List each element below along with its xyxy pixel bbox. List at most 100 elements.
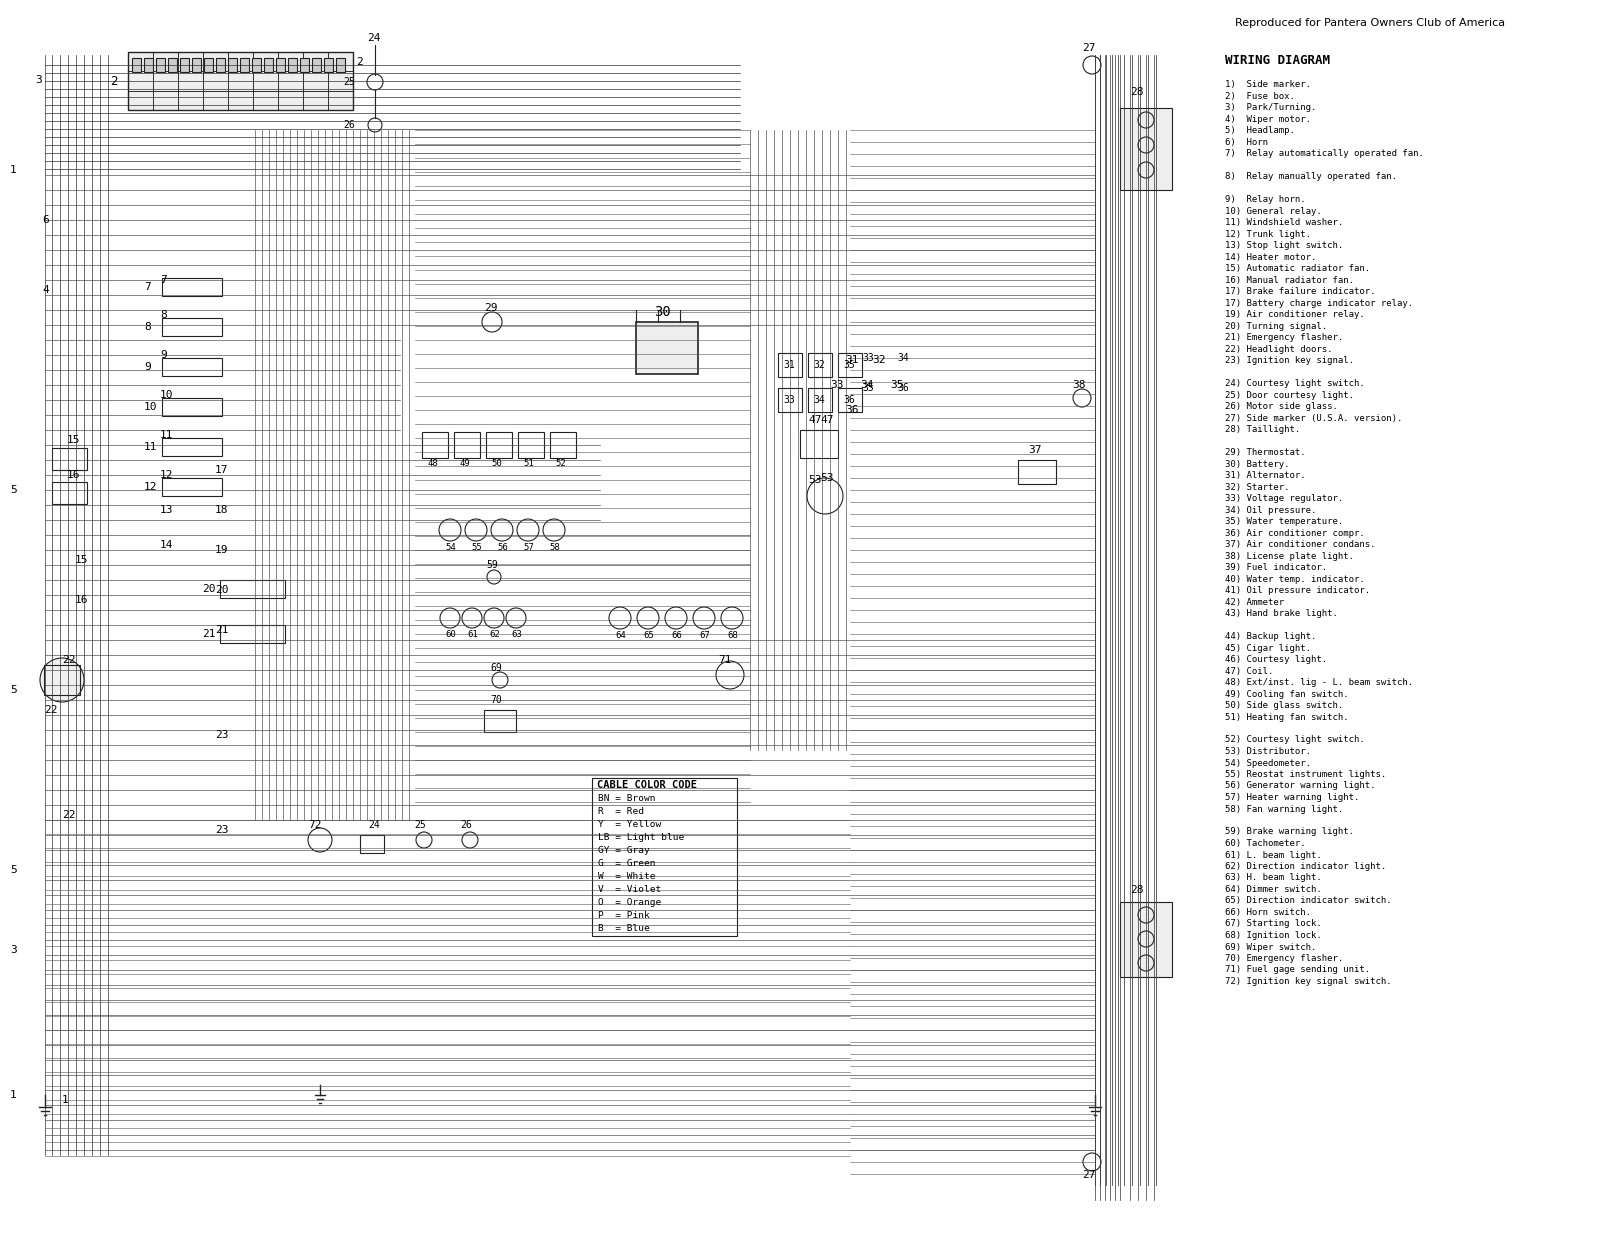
Bar bbox=[360, 836, 384, 853]
Text: 47: 47 bbox=[808, 415, 821, 425]
Text: 32) Starter.: 32) Starter. bbox=[1226, 482, 1290, 492]
Text: 31: 31 bbox=[845, 355, 859, 365]
Text: 11: 11 bbox=[144, 442, 157, 452]
Text: 17) Battery charge indicator relay.: 17) Battery charge indicator relay. bbox=[1226, 299, 1413, 308]
Text: P  = Pink: P = Pink bbox=[598, 911, 650, 920]
Text: 35: 35 bbox=[843, 360, 854, 370]
Text: 28: 28 bbox=[1130, 885, 1144, 895]
Text: V  = Violet: V = Violet bbox=[598, 885, 661, 894]
Text: 66) Horn switch.: 66) Horn switch. bbox=[1226, 908, 1310, 917]
Text: 17: 17 bbox=[214, 465, 229, 475]
Bar bbox=[229, 90, 253, 110]
Text: 22: 22 bbox=[45, 705, 58, 714]
Bar bbox=[336, 58, 346, 72]
Text: 42) Ammeter: 42) Ammeter bbox=[1226, 597, 1285, 607]
Bar bbox=[800, 430, 838, 459]
Text: 53) Distributor.: 53) Distributor. bbox=[1226, 747, 1310, 756]
Text: 38) License plate light.: 38) License plate light. bbox=[1226, 551, 1354, 560]
Bar bbox=[838, 353, 862, 377]
Text: 5: 5 bbox=[10, 865, 16, 875]
Bar bbox=[221, 580, 285, 598]
Bar bbox=[162, 438, 222, 456]
Text: 9: 9 bbox=[144, 362, 150, 372]
Text: 34: 34 bbox=[813, 396, 824, 405]
Bar bbox=[162, 318, 222, 336]
Text: 56) Generator warning light.: 56) Generator warning light. bbox=[1226, 781, 1376, 791]
Text: 62: 62 bbox=[490, 629, 499, 639]
Bar bbox=[240, 58, 250, 72]
Bar bbox=[178, 52, 203, 72]
Text: CABLE COLOR CODE: CABLE COLOR CODE bbox=[597, 780, 698, 790]
Text: 65: 65 bbox=[643, 630, 654, 639]
Bar bbox=[312, 58, 322, 72]
Text: 44) Backup light.: 44) Backup light. bbox=[1226, 632, 1317, 641]
Text: 22: 22 bbox=[62, 655, 75, 665]
Bar bbox=[278, 72, 302, 90]
Text: 12: 12 bbox=[144, 482, 157, 492]
Text: 37) Air conditioner condans.: 37) Air conditioner condans. bbox=[1226, 540, 1376, 549]
Text: 6)  Horn: 6) Horn bbox=[1226, 137, 1267, 147]
Text: 50: 50 bbox=[491, 459, 502, 467]
Text: 41) Oil pressure indicator.: 41) Oil pressure indicator. bbox=[1226, 586, 1370, 595]
Text: 17) Brake failure indicator.: 17) Brake failure indicator. bbox=[1226, 287, 1376, 295]
Text: 33) Voltage regulator.: 33) Voltage regulator. bbox=[1226, 494, 1344, 503]
Text: 71: 71 bbox=[718, 655, 731, 665]
Text: 7)  Relay automatically operated fan.: 7) Relay automatically operated fan. bbox=[1226, 150, 1424, 158]
Bar bbox=[253, 72, 278, 90]
Bar bbox=[253, 52, 278, 72]
Text: 1: 1 bbox=[10, 164, 16, 176]
Text: 8: 8 bbox=[160, 310, 166, 320]
Text: 23: 23 bbox=[214, 730, 229, 740]
Text: 46) Courtesy light.: 46) Courtesy light. bbox=[1226, 655, 1326, 664]
Text: 2: 2 bbox=[110, 74, 117, 88]
Text: 11: 11 bbox=[160, 430, 173, 440]
Text: 14) Heater motor.: 14) Heater motor. bbox=[1226, 252, 1317, 262]
Bar bbox=[302, 52, 328, 72]
Text: 67: 67 bbox=[699, 630, 710, 639]
Text: 72: 72 bbox=[309, 819, 322, 831]
Bar bbox=[203, 52, 229, 72]
Text: 8: 8 bbox=[144, 323, 150, 332]
Text: 61: 61 bbox=[467, 629, 478, 639]
Text: 57: 57 bbox=[523, 543, 534, 551]
Text: 7: 7 bbox=[144, 282, 150, 292]
Circle shape bbox=[40, 658, 85, 702]
Text: 23: 23 bbox=[214, 824, 229, 836]
Text: 57) Heater warning light.: 57) Heater warning light. bbox=[1226, 794, 1360, 802]
Text: Reproduced for Pantera Owners Club of America: Reproduced for Pantera Owners Club of Am… bbox=[1235, 19, 1506, 28]
Text: 34) Oil pressure.: 34) Oil pressure. bbox=[1226, 506, 1317, 514]
Bar bbox=[203, 90, 229, 110]
Text: 48) Ext/inst. lig - L. beam switch.: 48) Ext/inst. lig - L. beam switch. bbox=[1226, 679, 1413, 687]
Bar bbox=[592, 777, 738, 936]
Bar bbox=[808, 353, 832, 377]
Text: 11) Windshield washer.: 11) Windshield washer. bbox=[1226, 218, 1344, 227]
Text: 52) Courtesy light switch.: 52) Courtesy light switch. bbox=[1226, 735, 1365, 744]
Text: 70) Emergency flasher.: 70) Emergency flasher. bbox=[1226, 954, 1344, 963]
Bar bbox=[1018, 460, 1056, 485]
Text: LB = Light blue: LB = Light blue bbox=[598, 833, 685, 842]
Bar bbox=[128, 52, 154, 72]
Text: 27) Side marker (U.S.A. version).: 27) Side marker (U.S.A. version). bbox=[1226, 414, 1402, 423]
Text: 10: 10 bbox=[144, 402, 157, 412]
Text: 10: 10 bbox=[160, 391, 173, 400]
Bar bbox=[1120, 902, 1171, 976]
Text: 35: 35 bbox=[890, 379, 904, 391]
Text: 9)  Relay horn.: 9) Relay horn. bbox=[1226, 195, 1306, 204]
Text: 20: 20 bbox=[202, 583, 216, 595]
Text: 43) Hand brake light.: 43) Hand brake light. bbox=[1226, 609, 1338, 618]
Text: 62) Direction indicator light.: 62) Direction indicator light. bbox=[1226, 861, 1386, 871]
Text: 68: 68 bbox=[726, 630, 738, 639]
Text: 3: 3 bbox=[10, 946, 16, 955]
Text: 19: 19 bbox=[214, 545, 229, 555]
Text: 36: 36 bbox=[898, 383, 909, 393]
Text: 64: 64 bbox=[614, 630, 626, 639]
Text: 37: 37 bbox=[1027, 445, 1042, 455]
Text: 36: 36 bbox=[843, 396, 854, 405]
Bar bbox=[278, 52, 302, 72]
Bar bbox=[133, 58, 141, 72]
Text: 30: 30 bbox=[654, 305, 670, 319]
Bar bbox=[53, 447, 86, 470]
Bar bbox=[168, 58, 178, 72]
Bar bbox=[178, 90, 203, 110]
Text: 4)  Wiper motor.: 4) Wiper motor. bbox=[1226, 115, 1310, 124]
